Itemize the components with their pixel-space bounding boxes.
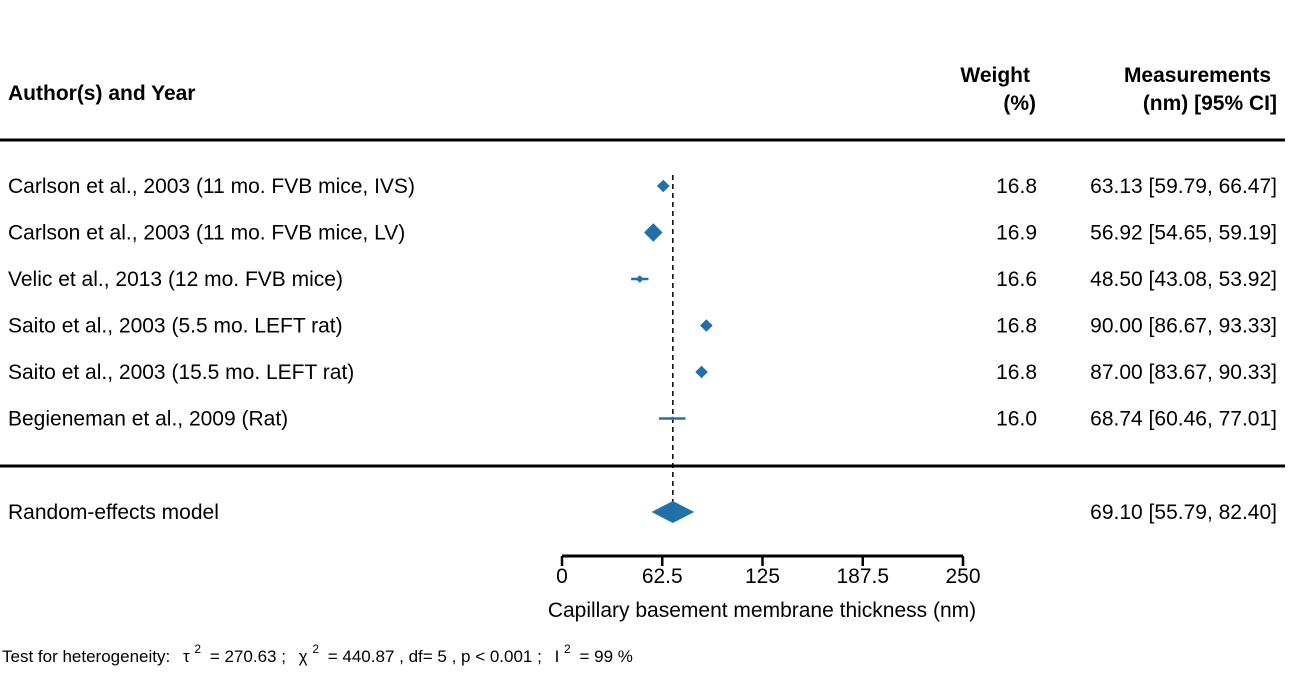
tau-value: = 270.63 ;	[210, 647, 286, 666]
study-row: Begieneman et al., 2009 (Rat) 16.0 68.74 […	[8, 408, 1277, 431]
study-label: Begieneman et al., 2009 (Rat)	[8, 408, 288, 431]
study-weight: 16.8	[996, 315, 1037, 338]
study-weight: 16.9	[996, 222, 1037, 245]
header-study-label: Author(s) and Year	[8, 82, 195, 105]
study-ci-text: 87.00 [83.67, 90.33]	[1090, 361, 1277, 384]
point-estimate-marker	[670, 416, 675, 421]
header-estimate-line1: Measurements	[1124, 64, 1271, 87]
header-estimate-line2: (nm) [95% CI]	[1143, 92, 1277, 115]
study-weight: 16.6	[996, 268, 1037, 291]
point-estimate-marker	[656, 179, 670, 193]
study-row: Velic et al., 2013 (12 mo. FVB mice) 16.6…	[8, 268, 1277, 291]
study-weight: 16.8	[996, 361, 1037, 384]
study-label: Saito et al., 2003 (5.5 mo. LEFT rat)	[8, 315, 343, 338]
study-ci-text: 90.00 [86.67, 93.33]	[1090, 315, 1277, 338]
summary-label: Random-effects model	[8, 501, 219, 524]
point-estimate-marker	[644, 223, 663, 242]
study-weight: 16.0	[996, 408, 1037, 431]
summary-ci-text: 69.10 [55.79, 82.40]	[1090, 501, 1277, 524]
study-row: Carlson et al., 2003 (11 mo. FVB mice, L…	[8, 222, 1277, 245]
study-label: Carlson et al., 2003 (11 mo. FVB mice, I…	[8, 175, 415, 198]
study-label: Saito et al., 2003 (15.5 mo. LEFT rat)	[8, 361, 354, 384]
tau-symbol: τ	[183, 647, 190, 666]
study-row: Carlson et al., 2003 (11 mo. FVB mice, I…	[8, 175, 1277, 198]
point-estimate-marker	[700, 319, 713, 332]
study-ci-text: 63.13 [59.79, 66.47]	[1090, 175, 1277, 198]
study-row: Saito et al., 2003 (5.5 mo. LEFT rat) 16.…	[8, 315, 1277, 338]
x-axis: 0 62.5 125 187.5 250	[556, 554, 981, 588]
heterogeneity-test: Test for heterogeneity: τ 2 = 270.63 ; χ…	[2, 638, 633, 666]
x-axis-label: Capillary basement membrane thickness (n…	[548, 599, 976, 622]
study-label: Velic et al., 2013 (12 mo. FVB mice)	[8, 268, 343, 291]
x-tick-label: 0	[556, 565, 568, 588]
study-ci-text: 48.50 [43.08, 53.92]	[1090, 268, 1277, 291]
study-row: Saito et al., 2003 (15.5 mo. LEFT rat) 16…	[8, 361, 1277, 384]
study-rows: Carlson et al., 2003 (11 mo. FVB mice, I…	[8, 175, 1277, 431]
study-ci-text: 68.74 [60.46, 77.01]	[1090, 408, 1277, 431]
x-tick-label: 250	[945, 565, 980, 588]
study-label: Carlson et al., 2003 (11 mo. FVB mice, L…	[8, 222, 405, 245]
header-weight-line1: Weight	[960, 64, 1030, 87]
tau-sup: 2	[194, 642, 201, 656]
summary-diamond	[651, 501, 695, 523]
i-value: = 99 %	[579, 647, 632, 666]
heterogeneity-prefix: Test for heterogeneity:	[2, 647, 170, 666]
point-estimate-marker	[695, 365, 708, 379]
x-tick-label: 62.5	[642, 565, 683, 588]
chi-symbol: χ	[299, 647, 308, 666]
x-tick-label: 125	[745, 565, 780, 588]
study-ci-text: 56.92 [54.65, 59.19]	[1090, 222, 1277, 245]
point-estimate-marker	[635, 275, 644, 283]
x-tick-label: 187.5	[836, 565, 889, 588]
study-weight: 16.8	[996, 175, 1037, 198]
i-sup: 2	[564, 642, 571, 656]
i-symbol: I	[555, 647, 560, 666]
chi-value: = 440.87 , df= 5 , p < 0.001 ;	[328, 647, 542, 666]
header-weight-line2: (%)	[1003, 92, 1036, 115]
chi-sup: 2	[312, 642, 319, 656]
